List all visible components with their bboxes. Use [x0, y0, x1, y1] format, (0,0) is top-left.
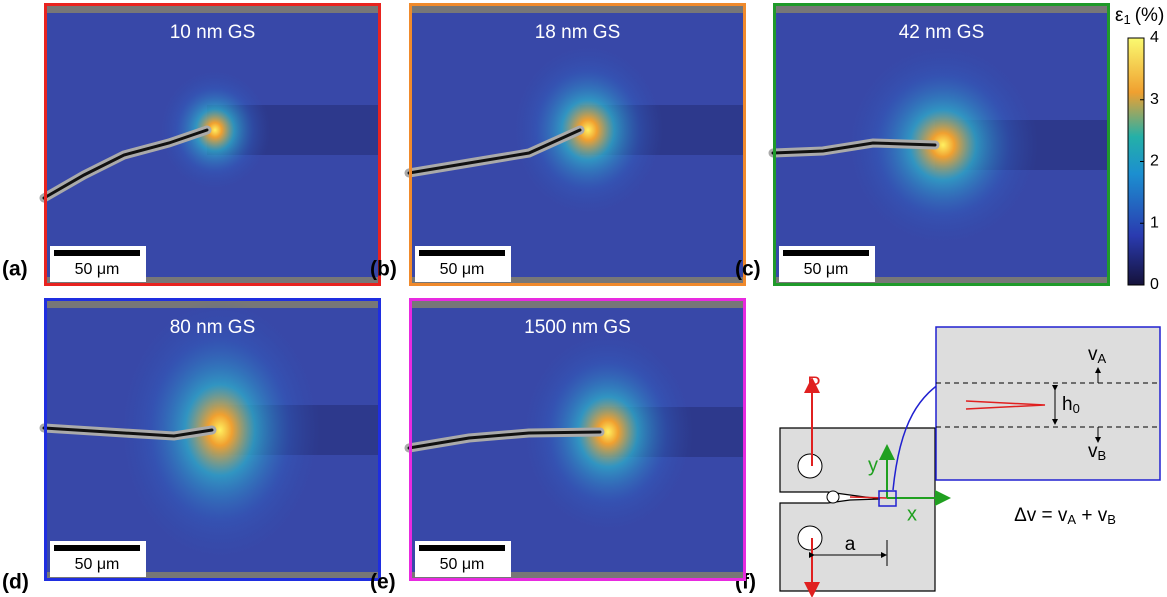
colorbar-tick-label: 1: [1150, 214, 1159, 231]
zoom-box: [878, 490, 897, 507]
pin-hole: [797, 525, 823, 551]
cb-unit: (%): [1135, 5, 1165, 26]
crack: [407, 128, 582, 175]
panel-label: (a): [2, 258, 28, 281]
va-label: vA: [1088, 344, 1107, 366]
panel-border: [409, 3, 746, 286]
panel-label: (c): [735, 258, 761, 281]
scale-label: 50 μm: [804, 261, 849, 278]
cb-sub: 1: [1123, 12, 1130, 27]
va-sub: A: [1098, 351, 1107, 366]
scale-label: 50 μm: [440, 261, 485, 278]
panel-title: 1500 nm GS: [524, 317, 631, 338]
scale-label: 50 μm: [75, 556, 120, 573]
colorbar-tick-label: 4: [1150, 29, 1159, 46]
edge-band: [44, 277, 381, 286]
crack: [42, 426, 214, 438]
panel-title: 18 nm GS: [535, 22, 621, 43]
scale-bar: [419, 545, 505, 551]
eq-sub: A: [1067, 512, 1076, 527]
crack: [771, 141, 937, 155]
vb-text: v: [1088, 441, 1098, 462]
scale-label: 50 μm: [440, 556, 485, 573]
scale-bar: [54, 250, 140, 256]
colorbar-tick-label: 2: [1150, 153, 1159, 170]
eq-sub: B: [1107, 512, 1116, 527]
edge-band: [773, 3, 1110, 13]
crack: [407, 430, 602, 450]
a-label: a: [845, 534, 856, 555]
zoom-panel: [935, 326, 1161, 481]
eq-part: + v: [1076, 505, 1108, 526]
scale-label: 50 μm: [75, 261, 120, 278]
panel-title: 80 nm GS: [170, 317, 256, 338]
edge-band: [44, 572, 381, 581]
panel-border: [44, 3, 381, 286]
panel-border: [44, 298, 381, 581]
strain-panel: 1500 nm GS 50 μm: [404, 298, 746, 581]
scale-bar: [54, 545, 140, 551]
strain-panel: 80 nm GS 50 μm: [39, 298, 381, 581]
strain-panel: 10 nm GS 50 μm: [39, 3, 381, 286]
load-label: P: [807, 373, 820, 395]
panel-border: [409, 298, 746, 581]
strain-hotspot: [513, 45, 663, 215]
panel-title: 10 nm GS: [170, 22, 256, 43]
panel-label: (d): [2, 571, 29, 594]
x-label: x: [907, 503, 917, 525]
strain-hotspot: [523, 332, 693, 532]
crack: [42, 128, 209, 200]
panel-label: (e): [370, 571, 396, 594]
strain-hotspot: [160, 70, 270, 190]
panel-border: [773, 3, 1110, 286]
specimen-diagram: P y x a vA h0 vB Δv = vA + vB (f): [735, 326, 1161, 597]
edge-band: [409, 572, 746, 581]
strain-hotspot: [848, 45, 1038, 245]
eq-part: Δv = v: [1014, 505, 1068, 526]
panel-title: 42 nm GS: [899, 22, 985, 43]
scale-bar: [783, 250, 869, 256]
notch: [826, 490, 840, 504]
h0-text: h: [1062, 394, 1073, 415]
crack: [849, 496, 888, 499]
vb-sub: B: [1098, 448, 1107, 463]
edge-band: [409, 277, 746, 286]
colorbar-tick-label: 3: [1150, 91, 1159, 108]
va-text: v: [1088, 344, 1098, 365]
strain-panel: 42 nm GS 50 μm: [768, 3, 1110, 286]
y-label: y: [868, 454, 878, 476]
pin-hole: [797, 453, 823, 479]
panel-label: (b): [370, 258, 397, 281]
crack-tip: [965, 400, 1046, 410]
strain-panel: 18 nm GS 50 μm: [404, 3, 746, 286]
edge-band: [409, 3, 746, 13]
scale-bar: [419, 250, 505, 256]
edge-band: [44, 3, 381, 13]
strain-hotspot: [120, 300, 320, 560]
vb-label: vB: [1088, 441, 1106, 463]
edge-band: [409, 298, 746, 308]
colorbar-title: ε1 (%): [1115, 5, 1164, 27]
cb-symbol: ε: [1115, 5, 1124, 26]
h0-sub: 0: [1073, 401, 1080, 416]
equation: Δv = vA + vB: [1014, 505, 1116, 527]
edge-band: [773, 277, 1110, 286]
colorbar-tick-label: 0: [1150, 276, 1159, 293]
h0-label: h0: [1062, 394, 1080, 416]
